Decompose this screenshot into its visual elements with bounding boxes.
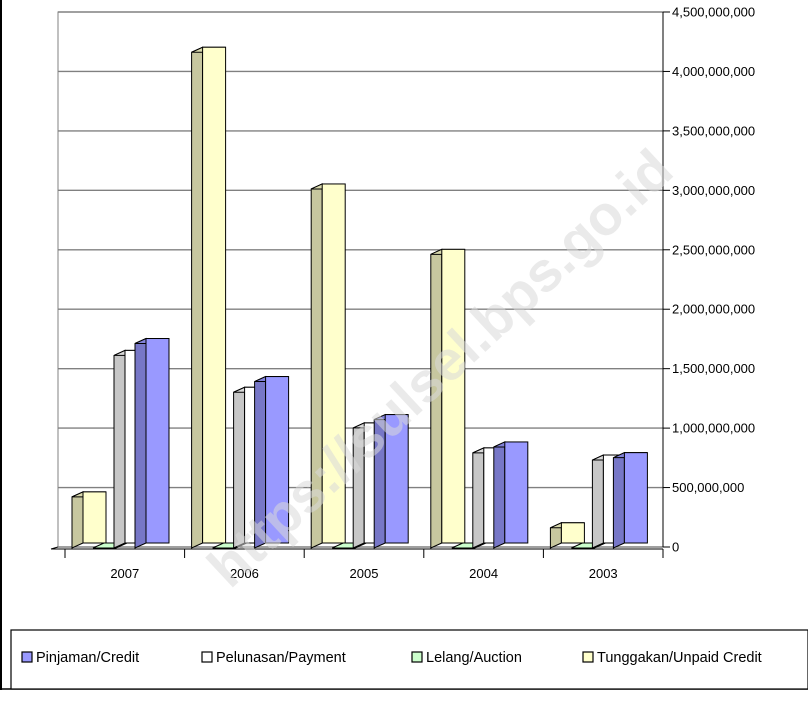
bar-front	[623, 452, 648, 544]
bar-front	[145, 338, 170, 544]
x-tick-label: 2005	[350, 566, 379, 581]
axes	[50, 11, 670, 558]
x-tick-label: 2004	[469, 566, 498, 581]
x-tick-labels: 2007 2006 2005 2004 2003	[110, 566, 617, 581]
bar	[254, 375, 290, 549]
bar	[493, 441, 529, 549]
plot-area	[0, 0, 808, 690]
legend-swatch	[411, 651, 423, 663]
legend-label: Tunggakan/Unpaid Credit	[597, 650, 762, 666]
bar	[191, 46, 227, 549]
bar-side	[493, 441, 506, 549]
bar-front	[504, 441, 529, 544]
bar-front	[202, 46, 227, 544]
y-tick-labels: 0 500,000,000 1,000,000,000 1,500,000,000 2,…	[672, 5, 755, 555]
bar-front	[82, 491, 107, 544]
bar-side	[612, 451, 625, 549]
bar-side	[134, 337, 147, 549]
bar-front	[321, 183, 346, 544]
y-tick-label: 500,000,000	[672, 480, 744, 495]
bar-front	[265, 376, 290, 544]
legend: Pinjaman/Credit Pelunasan/Payment Lelang/A…	[10, 629, 808, 690]
legend-box	[10, 629, 808, 690]
y-tick-label: 1,500,000,000	[672, 361, 755, 376]
legend-swatch	[201, 651, 213, 663]
legend-label: Pelunasan/Payment	[216, 650, 346, 666]
legend-label: Lelang/Auction	[426, 650, 522, 666]
bar-side	[472, 447, 485, 549]
y-tick-label: 2,000,000,000	[672, 302, 755, 317]
bars	[71, 46, 648, 549]
bar-side	[113, 349, 126, 549]
y-tick-label: 4,000,000,000	[672, 64, 755, 79]
x-tick-label: 2006	[230, 566, 259, 581]
bar	[612, 451, 648, 549]
y-tick-label: 2,500,000,000	[672, 242, 755, 257]
x-tick-label: 2003	[589, 566, 618, 581]
bar	[373, 413, 409, 549]
bar-front	[384, 414, 409, 544]
bar	[430, 248, 466, 549]
bar-side	[71, 491, 84, 549]
bar	[134, 337, 170, 549]
x-axis-depth	[50, 546, 59, 550]
legend-swatch	[582, 651, 594, 663]
bar-front	[560, 522, 585, 544]
bar	[549, 522, 585, 549]
y-tick-label: 4,500,000,000	[672, 5, 755, 20]
bar-front	[441, 248, 466, 544]
legend-label: Pinjaman/Credit	[36, 650, 139, 666]
bar-side	[591, 454, 604, 549]
y-tick-label: 1,000,000,000	[672, 421, 755, 436]
bar-side	[191, 46, 204, 549]
y-tick-label: 3,000,000,000	[672, 183, 755, 198]
y-tick-label: 0	[672, 540, 679, 555]
bar	[71, 491, 107, 549]
legend-swatch	[21, 651, 33, 663]
bar	[310, 183, 346, 549]
x-tick-label: 2007	[110, 566, 139, 581]
y-tick-label: 3,500,000,000	[672, 123, 755, 138]
